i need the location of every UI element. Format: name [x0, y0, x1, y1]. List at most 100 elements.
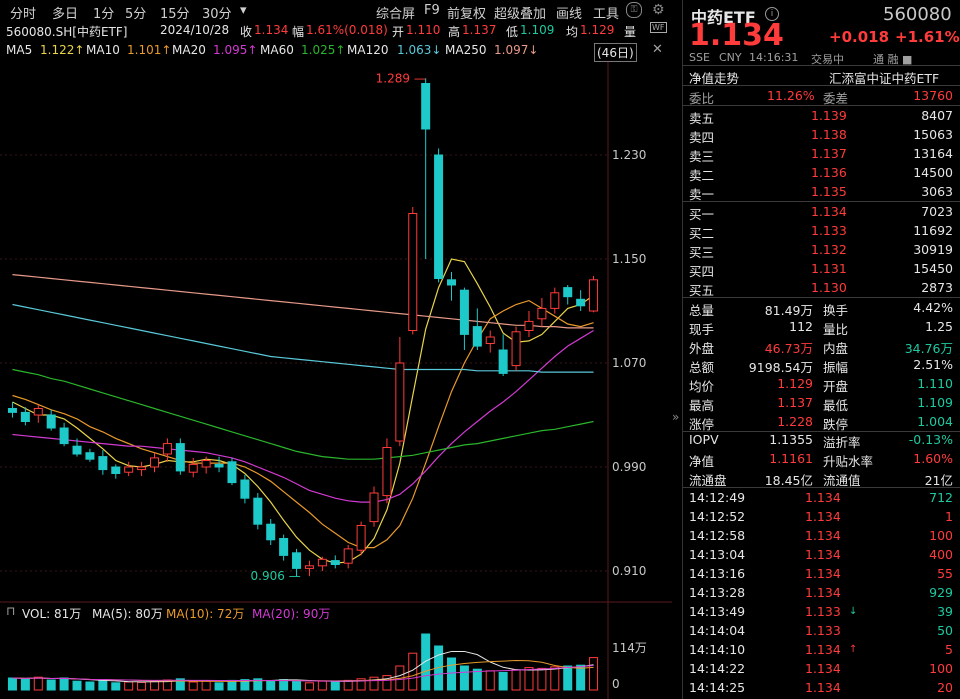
stat-value: 1.109: [917, 395, 953, 410]
panel-collapse-icon[interactable]: »: [672, 410, 680, 424]
ask-row[interactable]: 卖一 1.135 3063: [683, 182, 960, 202]
f9-button[interactable]: F9: [424, 3, 440, 18]
lock-icon[interactable]: ⚿: [626, 2, 642, 18]
day-count-selector[interactable]: (46日): [594, 43, 637, 62]
candle[interactable]: [550, 287, 560, 314]
candle[interactable]: [111, 464, 121, 479]
candle[interactable]: [408, 207, 418, 335]
candle[interactable]: [511, 326, 521, 371]
candle[interactable]: [485, 330, 495, 353]
candle[interactable]: [162, 438, 172, 462]
settings-gear-icon[interactable]: ⚙: [652, 2, 665, 18]
composite-screen-button[interactable]: 综合屏: [376, 7, 416, 22]
candle[interactable]: [563, 285, 573, 305]
candle[interactable]: [317, 556, 327, 571]
tools-button[interactable]: 工具: [593, 7, 620, 22]
candle[interactable]: [382, 438, 392, 504]
ask-row[interactable]: 卖二 1.136 14500: [683, 163, 960, 183]
candle[interactable]: [369, 486, 379, 527]
candle[interactable]: [214, 456, 224, 473]
ask-label: 卖三: [689, 149, 715, 164]
candle[interactable]: [421, 78, 431, 259]
candle[interactable]: [33, 404, 43, 423]
candle[interactable]: [188, 457, 198, 478]
tab-1min[interactable]: 1分: [93, 7, 115, 22]
candle[interactable]: [7, 402, 17, 418]
ma20-value: 1.095↑: [213, 43, 258, 57]
candle[interactable]: [175, 438, 185, 475]
candle[interactable]: [59, 422, 69, 447]
period-dropdown-icon[interactable]: ▾: [240, 3, 247, 18]
candle[interactable]: [201, 456, 211, 474]
tab-15min[interactable]: 15分: [160, 7, 190, 22]
candle[interactable]: [46, 409, 56, 431]
bid-row[interactable]: 买一 1.134 7023: [683, 202, 960, 222]
stat-value: 1.228: [777, 414, 813, 429]
candle[interactable]: [227, 457, 237, 486]
candle[interactable]: [446, 272, 457, 301]
bid-row[interactable]: 买五 1.130 2873: [683, 278, 960, 298]
candle[interactable]: [330, 555, 340, 569]
candle[interactable]: [266, 519, 276, 545]
candle[interactable]: [304, 560, 314, 577]
candle-body: [7, 408, 17, 413]
ask-row[interactable]: 卖五 1.139 8407: [683, 106, 960, 126]
tick-price: 1.134: [805, 547, 841, 562]
trade-status: 交易中: [811, 53, 844, 66]
candle[interactable]: [356, 521, 366, 556]
candle-body: [137, 466, 147, 471]
candle[interactable]: [524, 311, 534, 337]
candle[interactable]: [98, 450, 108, 475]
tab-5min[interactable]: 5分: [125, 7, 147, 22]
candle[interactable]: [537, 298, 547, 327]
close-icon[interactable]: ✕: [652, 42, 663, 57]
candle[interactable]: [240, 474, 250, 504]
bid-row[interactable]: 买四 1.131 15450: [683, 259, 960, 279]
tick-volume: 39: [937, 604, 953, 619]
ask-price: 1.139: [811, 108, 847, 123]
super-overlay-button[interactable]: 超级叠加: [494, 7, 547, 22]
candle[interactable]: [20, 407, 30, 426]
tab-multiday[interactable]: 多日: [52, 7, 79, 22]
candle[interactable]: [576, 290, 586, 311]
date: 2024/10/28: [160, 23, 230, 37]
stat-label: 内盘: [823, 341, 849, 356]
candle[interactable]: [589, 275, 599, 313]
candle[interactable]: [459, 287, 469, 350]
volume-bar: [124, 681, 134, 691]
kline-chart[interactable]: 1.230 1.150 1.070 0.990 0.910 1.289 — 0.906 — 1…: [0, 62, 672, 699]
trade-tick-row: 14:14:10 1.134 ↑ 5: [683, 640, 960, 659]
candle[interactable]: [434, 148, 444, 283]
export-icon[interactable]: WF: [650, 22, 667, 33]
volume-collapse-icon[interactable]: ⊓: [6, 604, 16, 618]
ask-row[interactable]: 卖三 1.137 13164: [683, 144, 960, 164]
ma-line-ma250: [12, 274, 594, 329]
bid-row[interactable]: 买三 1.132 30919: [683, 240, 960, 260]
candle[interactable]: [85, 448, 95, 462]
candle[interactable]: [472, 308, 482, 350]
candle[interactable]: [149, 452, 160, 473]
quote-time: 14:16:31: [749, 51, 799, 64]
tab-30min[interactable]: 30分: [202, 7, 232, 22]
tab-fenshi[interactable]: 分时: [10, 7, 37, 22]
candle[interactable]: [395, 337, 405, 447]
ask-row[interactable]: 卖四 1.138 15063: [683, 125, 960, 145]
bid-row[interactable]: 买二 1.133 11692: [683, 221, 960, 241]
forward-adjust-button[interactable]: 前复权: [447, 7, 487, 22]
candle[interactable]: [137, 461, 147, 477]
candle[interactable]: [292, 548, 302, 577]
candle[interactable]: [124, 461, 134, 477]
candle[interactable]: [343, 545, 353, 569]
nav-trend-link[interactable]: 净值走势: [689, 71, 740, 86]
candle[interactable]: [279, 534, 289, 561]
y-tick-label: 0.910: [612, 564, 646, 578]
candle[interactable]: [253, 493, 263, 530]
ma250-value: 1.097↓: [494, 43, 539, 57]
info-icon[interactable]: i: [765, 7, 779, 21]
draw-line-button[interactable]: 画线: [556, 7, 583, 22]
stat-label: 换手: [823, 303, 849, 318]
volume-bar: [563, 665, 573, 691]
bid-label: 买一: [689, 207, 715, 222]
candle[interactable]: [72, 438, 82, 457]
candle[interactable]: [498, 334, 508, 376]
